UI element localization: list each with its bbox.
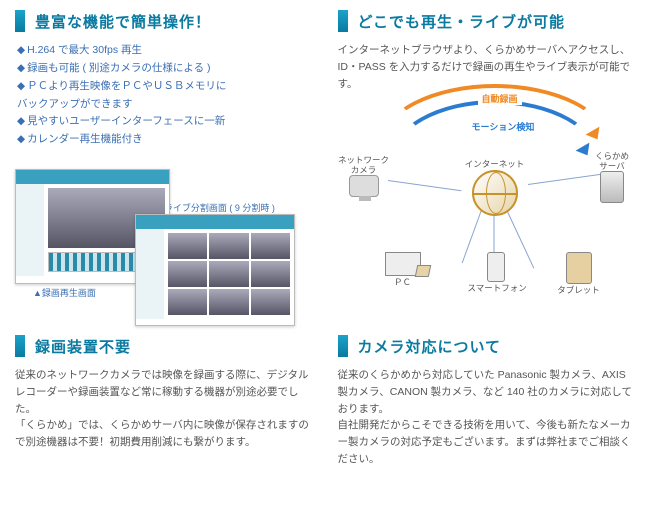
node-internet: インターネット [450, 158, 540, 215]
header-bar [15, 10, 25, 32]
caption-playback: ▲録画再生画面 [33, 286, 96, 299]
features-list: H.264 で最大 30fps 再生 録画も可能 ( 別途カメラの仕様による )… [17, 42, 313, 149]
camera-icon [349, 175, 379, 197]
diagram-line [493, 209, 494, 257]
screenshot-grid [135, 214, 295, 326]
network-diagram: 自動録画 モーション検知 ネットワーク カメラ インターネット くらかめ サーバ… [338, 102, 636, 312]
feature-item: 録画も可能 ( 別途カメラの仕様による ) [17, 60, 313, 78]
node-server: くらかめ サーバ [587, 150, 637, 203]
label-motion-detect: モーション検知 [468, 120, 539, 133]
feature-item: H.264 で最大 30fps 再生 [17, 42, 313, 60]
camera-title: カメラ対応について [358, 336, 502, 357]
features-header: 豊富な機能で簡単操作！ [15, 10, 313, 32]
anywhere-header: どこでも再生・ライブが可能 [338, 10, 636, 32]
norec-title: 録画装置不要 [35, 336, 131, 357]
camera-section: カメラ対応について 従来のくらかめから対応していた Panasonic 製カメラ… [338, 335, 636, 478]
anywhere-title: どこでも再生・ライブが可能 [358, 11, 566, 32]
norec-section: 録画装置不要 従来のネットワークカメラでは映像を録画する際に、デジタルレコーダー… [15, 335, 313, 478]
feature-item: ＰＣより再生映像をＰＣやＵＳＢメモリに バックアップができます [17, 78, 313, 114]
camera-header: カメラ対応について [338, 335, 636, 357]
node-smartphone: スマートフォン [468, 252, 524, 293]
tablet-icon [566, 252, 592, 284]
node-tablet: タブレット [556, 252, 602, 295]
screenshot-group: ▼ライブ分割画面 ( 9 分割時 ) ▲録画再生画面 [15, 159, 313, 329]
header-bar [338, 335, 348, 357]
anywhere-section: どこでも再生・ライブが可能 インターネットブラウザより、くらかめサーバへアクセス… [338, 10, 636, 329]
node-network-camera: ネットワーク カメラ [336, 154, 392, 197]
header-bar [338, 10, 348, 32]
camera-desc: 従来のくらかめから対応していた Panasonic 製カメラ、AXIS 製カメラ… [338, 367, 636, 468]
norec-header: 録画装置不要 [15, 335, 313, 357]
pc-icon [385, 252, 421, 276]
feature-item: 見やすいユーザーインターフェースに一新 [17, 113, 313, 131]
label-auto-record: 自動録画 [478, 92, 522, 105]
features-title: 豊富な機能で簡単操作！ [35, 11, 211, 32]
caption-live: ▼ライブ分割画面 ( 9 分割時 ) [155, 201, 275, 214]
node-pc: ＰＣ [378, 252, 428, 287]
feature-item: カレンダー再生機能付き [17, 131, 313, 149]
features-section: 豊富な機能で簡単操作！ H.264 で最大 30fps 再生 録画も可能 ( 別… [15, 10, 313, 329]
norec-desc: 従来のネットワークカメラでは映像を録画する際に、デジタルレコーダーや録画装置など… [15, 367, 313, 451]
smartphone-icon [487, 252, 505, 282]
globe-icon [472, 170, 518, 216]
server-icon [600, 171, 624, 203]
header-bar [15, 335, 25, 357]
